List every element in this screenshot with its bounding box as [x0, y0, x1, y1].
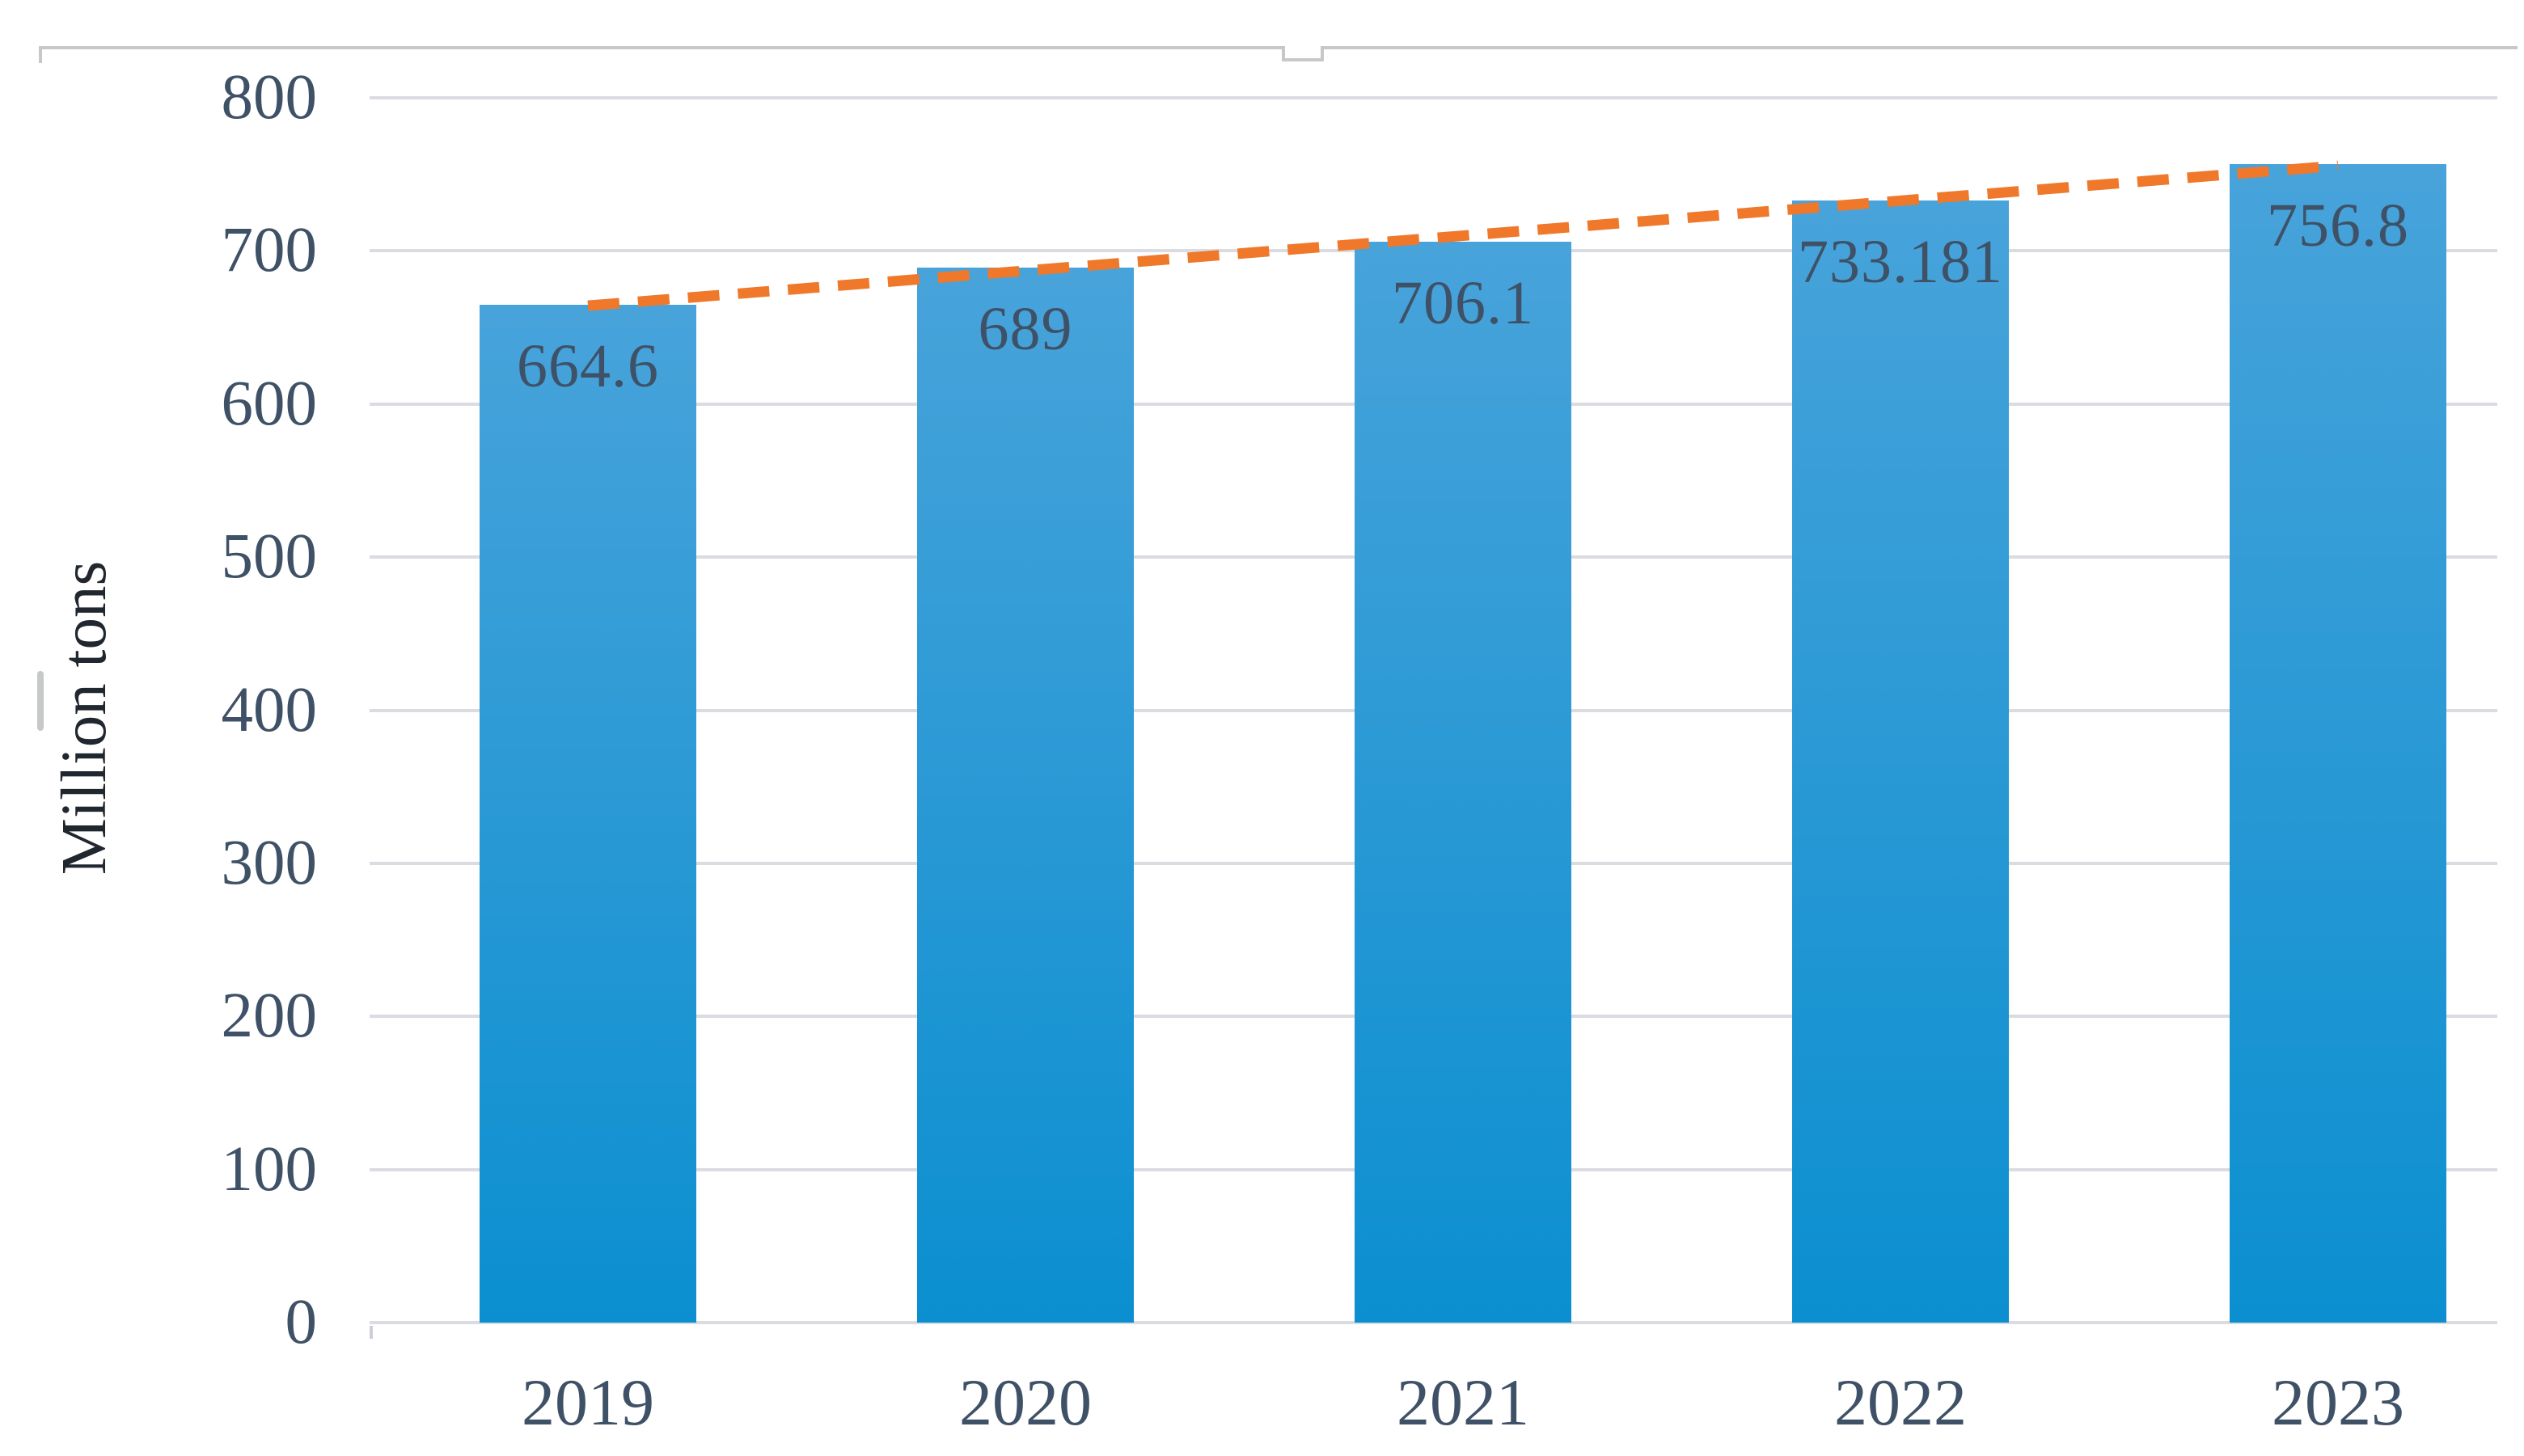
y-tick-label: 800	[221, 62, 318, 133]
y-tick-label: 600	[221, 368, 318, 439]
figure-border-top-left-segment	[39, 46, 1284, 49]
bar-2019	[480, 305, 696, 1323]
x-axis-tick	[370, 1326, 373, 1339]
x-category-label-2022: 2022	[1834, 1365, 1967, 1439]
bar-value-label: 689	[978, 295, 1073, 364]
trendline	[587, 160, 2339, 311]
bar-2022	[1792, 200, 2009, 1323]
y-tick-label: 200	[221, 981, 318, 1052]
x-axis-line	[370, 1321, 2497, 1324]
x-category-label-2023: 2023	[2272, 1365, 2404, 1439]
y-tick-label: 100	[221, 1133, 318, 1205]
x-category-label-2020: 2020	[959, 1365, 1092, 1439]
gridline	[370, 96, 2497, 99]
y-tick-label: 300	[221, 827, 318, 898]
y-tick-label: 500	[221, 521, 318, 593]
y-tick-label: 700	[221, 215, 318, 286]
top-handle-notch-right	[1321, 46, 1324, 61]
y-axis-title: Million tons	[49, 560, 120, 876]
x-category-label-2019: 2019	[522, 1365, 654, 1439]
figure-border-corner-stub	[39, 46, 42, 63]
bar-value-label: 706.1	[1392, 268, 1534, 337]
y-tick-label: 0	[285, 1287, 318, 1357]
bar-value-label: 664.6	[517, 332, 659, 401]
figure-border-top-right-segment	[1323, 46, 2518, 49]
bar-value-label: 733.181	[1798, 227, 2003, 296]
y-tick-label: 400	[221, 674, 318, 745]
left-selection-handle	[37, 671, 44, 731]
bar-2020	[917, 268, 1134, 1323]
bar-2023	[2230, 163, 2446, 1323]
x-category-label-2021: 2021	[1397, 1365, 1529, 1439]
bar-2021	[1355, 241, 1571, 1323]
top-handle-notch-bottom	[1282, 58, 1324, 61]
bar-value-label: 756.8	[2267, 191, 2409, 260]
top-handle-notch-left	[1282, 46, 1285, 61]
